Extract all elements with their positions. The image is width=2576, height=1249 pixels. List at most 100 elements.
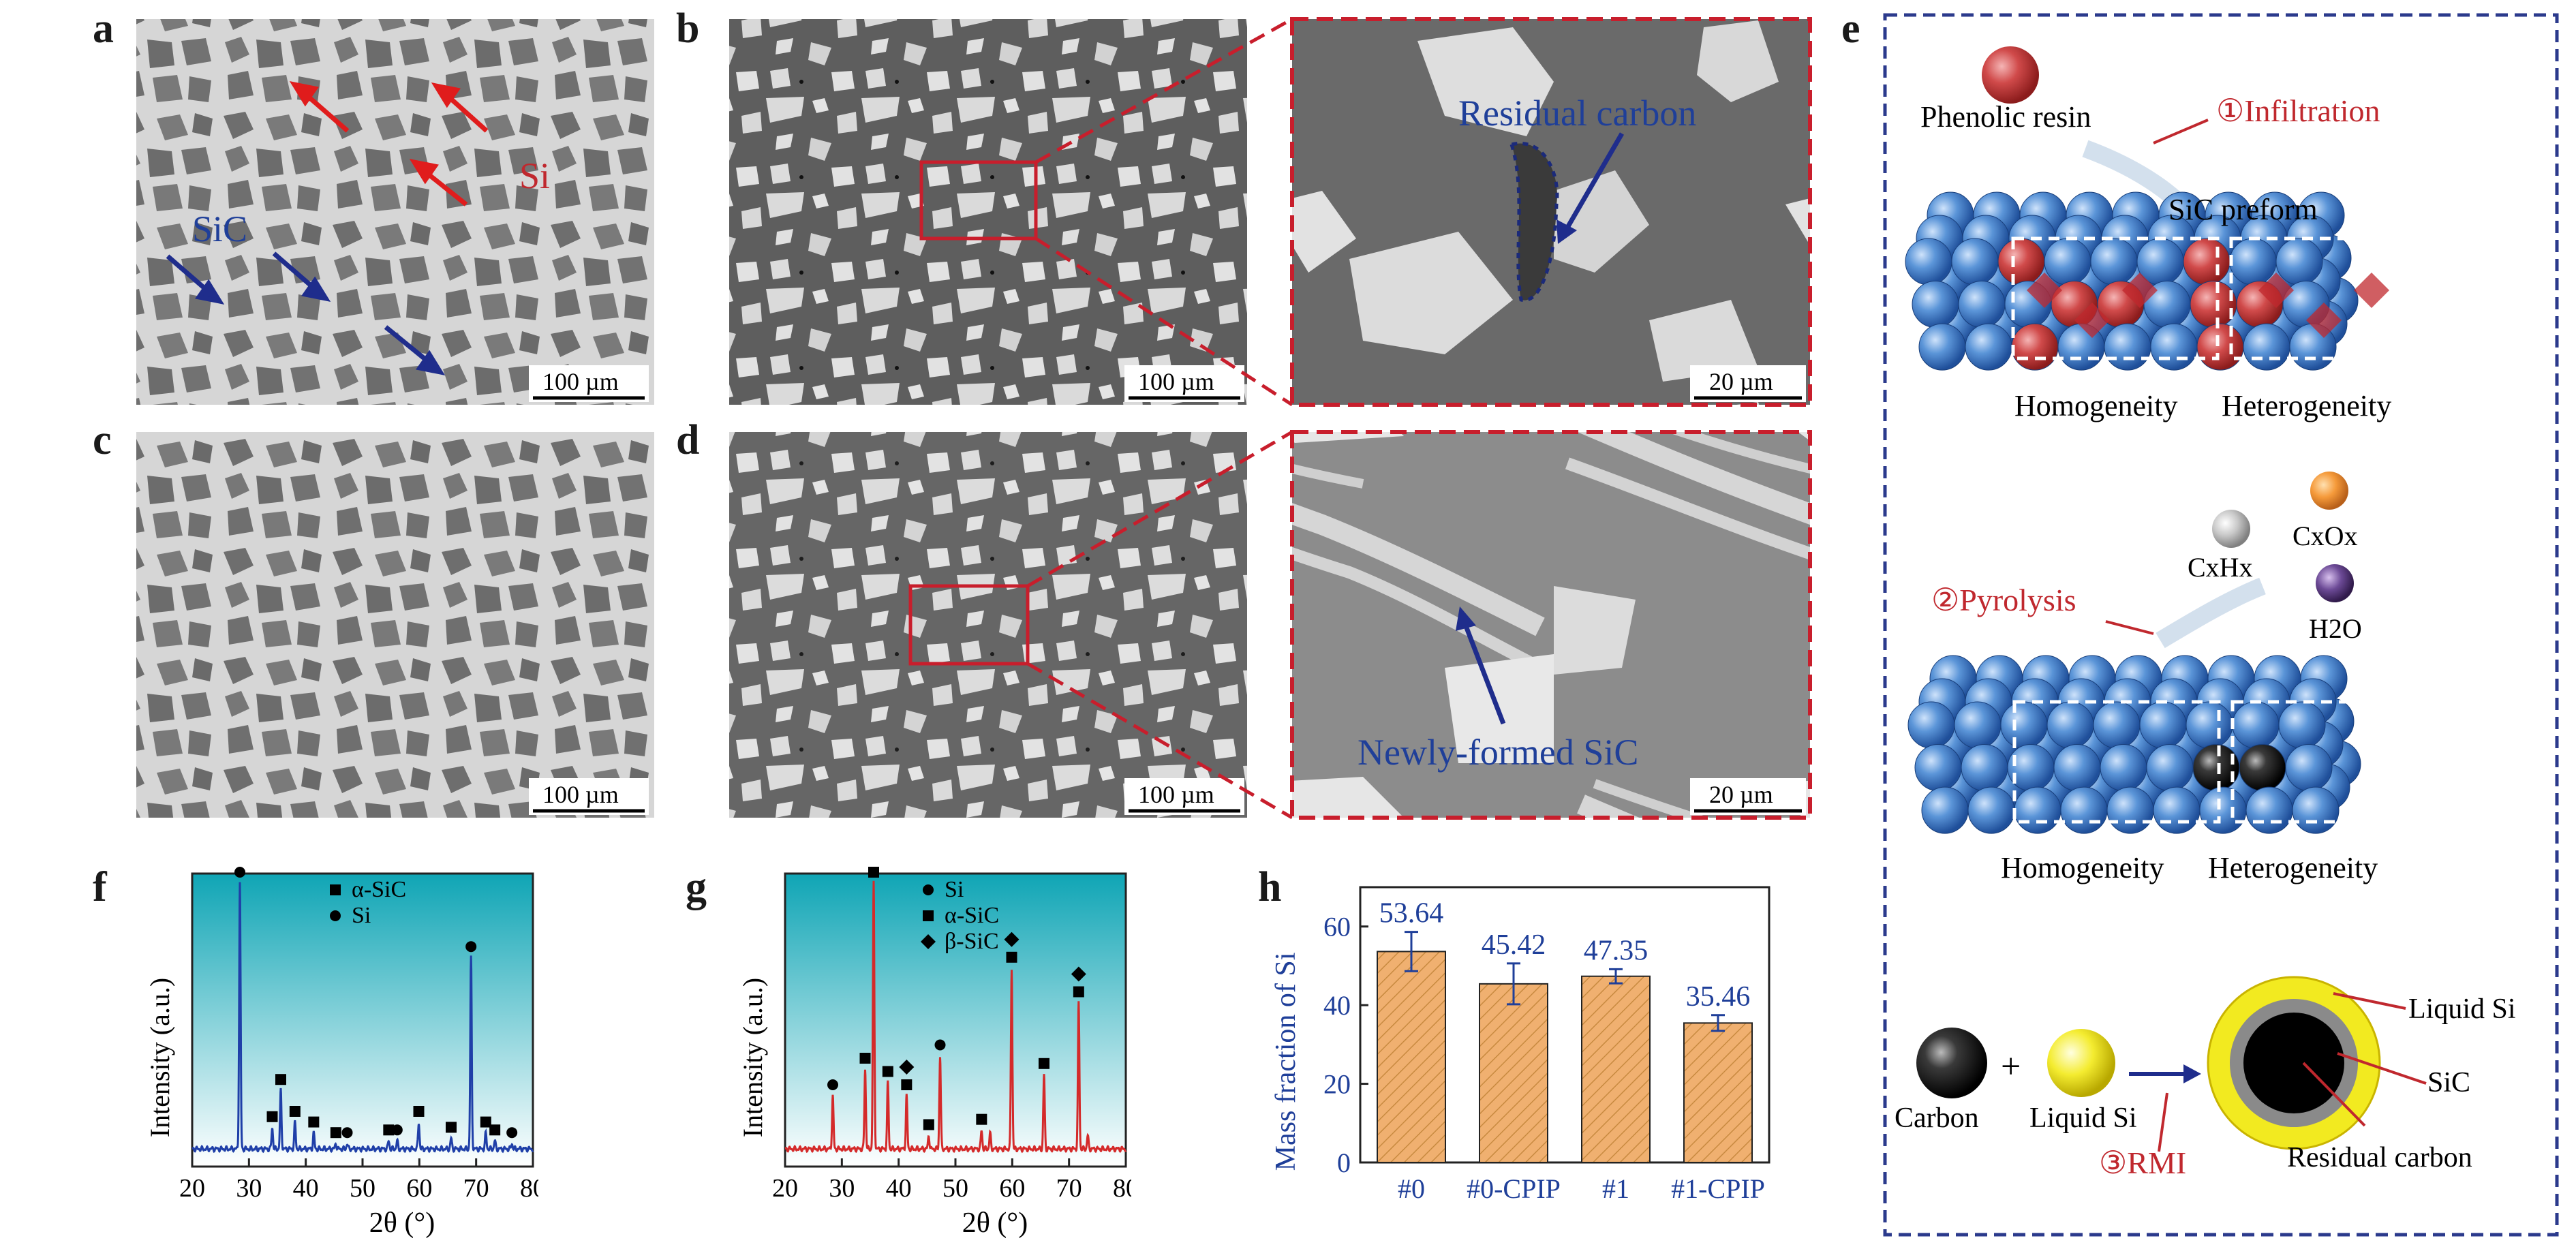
homogeneity-label-2: Homogeneity xyxy=(2001,851,2164,884)
preform-sphere xyxy=(1905,238,1952,286)
preform-sphere xyxy=(1954,701,2002,749)
cxox-label: CxOx xyxy=(2293,521,2358,551)
bar-chart-h: h Mass fraction of Si 0 20 40 60 53.64 #0 45.4… xyxy=(1258,867,1770,1204)
x-tick-label: 50 xyxy=(942,1174,968,1203)
xrd-chart-f: f Intensity (a.u.) 2θ (°) 20 30 40 50 60 70 80… xyxy=(93,867,538,1239)
preform-sphere xyxy=(1997,238,2045,286)
preform-sphere xyxy=(2186,701,2233,749)
preform-sphere xyxy=(2243,323,2290,371)
plot-area-f: 20 30 40 50 60 70 80 xyxy=(179,867,538,1203)
preform-sphere xyxy=(2011,323,2059,371)
x-tick-label: 50 xyxy=(350,1174,375,1203)
preform-sphere xyxy=(2275,238,2323,286)
legend-label: Si xyxy=(352,903,371,928)
xlabel-f: 2θ (°) xyxy=(369,1207,435,1239)
preform-sphere xyxy=(2278,701,2326,749)
newly-formed-sic-label: Newly-formed SiC xyxy=(1358,732,1638,773)
preform-sphere xyxy=(2060,786,2108,834)
x-category-label: #1 xyxy=(1602,1173,1629,1204)
si-arrows xyxy=(289,80,489,206)
preform-sphere xyxy=(2245,786,2293,834)
sem-image-b xyxy=(729,19,1247,405)
xrd-curve xyxy=(191,882,534,1154)
preform-sphere xyxy=(2150,323,2198,371)
panel-label-d: d xyxy=(676,417,699,463)
scale-label-d-zoom: 20 µm xyxy=(1709,781,1773,808)
alpha-sic-peak-marker xyxy=(413,1106,425,1117)
y-tick-label: 20 xyxy=(1323,1069,1351,1100)
scale-label-b: 100 µm xyxy=(1138,368,1214,395)
zoom-box-b xyxy=(919,160,1038,241)
beta-sic-peak-marker xyxy=(899,1060,915,1075)
preform-sphere xyxy=(1914,744,1962,792)
h2o-label: H2O xyxy=(2309,613,2362,644)
resin-pocket xyxy=(2122,273,2158,308)
resin-pocket xyxy=(2306,303,2342,338)
bar-value-label: 45.42 xyxy=(1482,929,1546,961)
resin-pocket xyxy=(2354,273,2389,308)
schematic-panel-e: e Phenolic resin ①Infiltration SiC prefo… xyxy=(1841,5,2559,1237)
liquid-si-sphere xyxy=(2047,1029,2115,1097)
preform-sphere xyxy=(2100,744,2147,792)
panel-label-g: g xyxy=(686,867,707,910)
sem-image-a xyxy=(136,19,654,405)
preform-sphere xyxy=(1965,323,2012,371)
legend-label: Si xyxy=(945,877,964,902)
preform-sphere xyxy=(2190,281,2237,328)
si-peak-marker xyxy=(506,1127,518,1139)
plus-sign: + xyxy=(2001,1047,2021,1086)
preform-sphere xyxy=(1967,786,2015,834)
preform-sphere xyxy=(2139,701,2187,749)
y-tick-label: 40 xyxy=(1323,990,1351,1021)
preform-sphere xyxy=(2229,238,2277,286)
sem-image-c xyxy=(136,432,654,818)
preform-sphere xyxy=(1918,323,1966,371)
alpha-sic-peak-marker xyxy=(868,867,879,878)
preform-sphere xyxy=(2000,701,2048,749)
sic-arrows xyxy=(166,251,446,376)
alpha-sic-peak-marker xyxy=(275,1074,286,1085)
x-tick-label: 70 xyxy=(1056,1174,1082,1203)
si-label: Si xyxy=(519,155,550,196)
x-tick-label: 60 xyxy=(406,1174,432,1203)
preform-sphere xyxy=(1961,744,2008,792)
si-peak-marker xyxy=(465,941,477,953)
bar xyxy=(1683,1022,1753,1163)
heterogeneity-label-1: Heterogeneity xyxy=(2222,389,2391,422)
preform-sphere xyxy=(2292,786,2340,834)
alpha-sic-peak-marker xyxy=(976,1113,987,1125)
preform-sphere xyxy=(2192,744,2240,792)
alpha-sic-peak-marker xyxy=(489,1124,501,1136)
phenolic-resin-label: Phenolic resin xyxy=(1920,100,2091,134)
beta-sic-peak-marker xyxy=(1071,966,1086,982)
scale-box-a xyxy=(529,365,649,402)
h2o-sphere xyxy=(2316,564,2354,602)
x-category-label: #1-CPIP xyxy=(1671,1173,1765,1204)
plot-area-h: 0 20 40 60 53.64 #0 45.42 #0-CPIP 47.35 #1 35.46 #1… xyxy=(1323,886,1770,1204)
preform-sphere xyxy=(2014,786,2061,834)
preform-sphere xyxy=(2153,786,2201,834)
bar xyxy=(1479,983,1548,1163)
preform-sphere xyxy=(2146,744,2194,792)
preform-sphere xyxy=(2044,238,2091,286)
alpha-sic-peak-marker xyxy=(289,1106,301,1117)
homogeneity-label-1: Homogeneity xyxy=(2014,389,2178,422)
x-category-label: #0-CPIP xyxy=(1467,1173,1561,1204)
ring-residual-carbon-label: Residual carbon xyxy=(2287,1142,2472,1173)
zoom-image-d xyxy=(1292,432,1810,818)
sem-image-d xyxy=(729,432,1247,818)
panel-label-c: c xyxy=(93,417,112,463)
xrd-curve xyxy=(784,880,1127,1154)
alpha-sic-peak-marker xyxy=(266,1111,278,1122)
x-tick-label: 20 xyxy=(772,1174,798,1203)
legend-label: α-SiC xyxy=(352,877,406,902)
alpha-sic-peak-marker xyxy=(330,1127,341,1139)
preform-sphere xyxy=(1951,238,1999,286)
legend-label: α-SiC xyxy=(945,903,999,928)
preform-sphere xyxy=(2199,786,2247,834)
carbon-sphere xyxy=(1916,1028,1987,1098)
preform-sphere xyxy=(2183,238,2230,286)
plot-area-g: 20 30 40 50 60 70 80 xyxy=(772,867,1131,1203)
x-tick-label: 40 xyxy=(886,1174,912,1203)
alpha-sic-peak-marker xyxy=(1039,1058,1049,1069)
